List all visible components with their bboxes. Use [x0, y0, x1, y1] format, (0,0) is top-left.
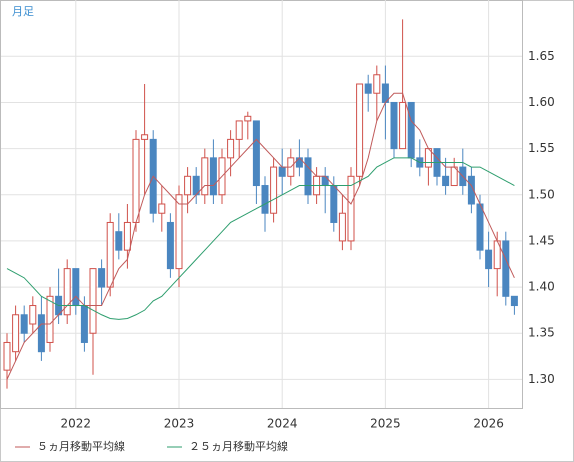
legend-label: ２５ヵ月移動平均線 [189, 439, 288, 453]
candle-body [37, 314, 45, 353]
candle-body [20, 314, 28, 334]
candle-body [209, 157, 217, 196]
timeframe-label: 月足 [12, 5, 34, 18]
candle-body [29, 305, 37, 325]
candle-body [304, 157, 312, 196]
candle-body [235, 120, 243, 140]
candle-body [158, 203, 166, 214]
y-tick-label: 1.65 [528, 49, 555, 63]
candle-body [141, 134, 149, 140]
candle-body [63, 268, 71, 316]
candle-body [338, 212, 346, 242]
candle-body [467, 175, 475, 205]
candle-body [295, 157, 303, 168]
candle-body [12, 314, 20, 353]
y-tick-label: 1.35 [528, 326, 555, 340]
candle-body [321, 175, 329, 187]
y-tick-label: 1.55 [528, 141, 555, 155]
y-tick-label: 1.45 [528, 233, 555, 247]
candle-body [347, 175, 355, 242]
candle-body [89, 268, 97, 334]
candle-body [98, 268, 106, 288]
candle-body [373, 74, 381, 94]
candle-body [364, 83, 372, 94]
candle-body [252, 120, 260, 187]
y-tick-label: 1.30 [528, 372, 555, 386]
candle-body [278, 166, 286, 177]
candle-body [270, 166, 278, 214]
candle-body [123, 221, 131, 251]
candle-body [485, 249, 493, 270]
candle-body [175, 194, 183, 270]
x-tick-label: 2024 [267, 417, 298, 431]
candle-body [330, 185, 338, 223]
candle-body [356, 83, 364, 177]
y-tick-label: 1.60 [528, 95, 555, 109]
candle-body [399, 101, 407, 150]
candle-body [3, 341, 11, 371]
candle-body [476, 203, 484, 251]
candle-body [115, 231, 123, 251]
candle-body [166, 221, 174, 270]
candle-body [390, 101, 398, 150]
candle-body [201, 157, 209, 196]
moving-average-line [6, 92, 515, 380]
x-tick-label: 2023 [164, 417, 195, 431]
candle-body [227, 138, 235, 159]
candle-body [510, 295, 518, 307]
candle-body [106, 221, 114, 288]
candle-body [407, 101, 415, 159]
moving-average-line [6, 157, 515, 320]
candle-body [184, 175, 192, 196]
candle-body [502, 240, 510, 297]
x-tick-label: 2026 [473, 417, 504, 431]
candle-body [46, 295, 54, 343]
x-tick-label: 2025 [370, 417, 401, 431]
candle-body [132, 138, 140, 223]
candle-body [442, 175, 450, 187]
y-tick-label: 1.50 [528, 187, 555, 201]
legend-label: ５ヵ月移動平均線 [37, 439, 125, 453]
candle-body [72, 268, 80, 307]
candle-body [261, 185, 269, 214]
x-tick-label: 2022 [61, 417, 92, 431]
y-tick-label: 1.40 [528, 280, 555, 294]
candle-body [244, 115, 252, 122]
candle-body [80, 305, 88, 343]
